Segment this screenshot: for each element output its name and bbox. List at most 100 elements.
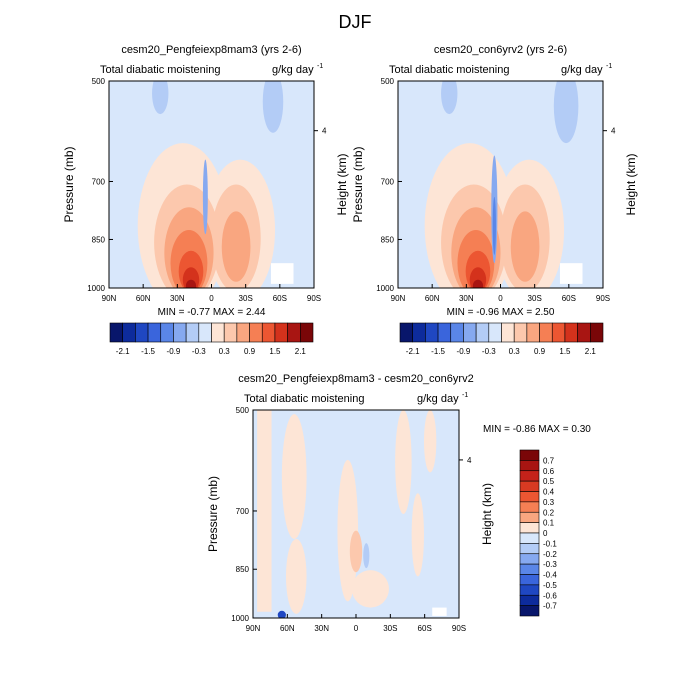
field-region — [472, 279, 484, 288]
field-region — [270, 263, 294, 284]
y-tick-label: 500 — [92, 77, 106, 86]
field-region — [152, 81, 169, 115]
min-max-stats: MIN = -0.77 MAX = 2.44 — [158, 307, 266, 318]
colorbar-label: 0.9 — [244, 347, 256, 356]
field-region — [363, 543, 370, 569]
colorbar-swatch — [261, 322, 276, 343]
colorbar-swatch — [519, 543, 540, 555]
x-tick-label: 60S — [273, 294, 287, 303]
y-axis-title: Pressure (mb) — [62, 146, 76, 222]
colorbar-swatch — [519, 511, 540, 523]
colorbar-swatch — [450, 322, 464, 343]
y-tick-label: 700 — [92, 177, 106, 186]
colorbar-swatch — [519, 522, 540, 534]
colorbar: 0.70.60.50.40.30.20.10-0.1-0.2-0.3-0.4-0… — [519, 449, 557, 617]
units-exponent: -1 — [317, 63, 323, 70]
colorbar-swatch — [399, 322, 413, 343]
height-tick-label: 4 — [467, 456, 472, 465]
panel-title: cesm20_Pengfeiexp8mam3 - cesm20_con6yrv2 — [238, 373, 473, 385]
colorbar-swatch — [519, 480, 540, 492]
x-tick-label: 30N — [459, 294, 474, 303]
x-tick-label: 90N — [391, 294, 406, 303]
field-shading — [109, 81, 314, 288]
colorbar-swatch — [198, 322, 212, 343]
colorbar: -2.1 -1.5 -0.9 -0.3 0.3 0.9 1.5 2.1 — [399, 322, 604, 356]
colorbar-swatch — [463, 322, 477, 343]
colorbar-swatch — [425, 322, 439, 343]
y-tick-label: 500 — [381, 77, 395, 86]
units-label: g/kg day — [272, 64, 314, 76]
field-region — [432, 607, 447, 616]
y-tick-label: 700 — [236, 507, 250, 516]
right-axis-title: Height (km) — [335, 153, 349, 215]
colorbar-label: -0.3 — [482, 347, 496, 356]
field-region — [277, 610, 286, 618]
colorbar-label: 2.1 — [585, 347, 597, 356]
x-tick-label: 60N — [425, 294, 440, 303]
colorbar-label: -2.1 — [116, 347, 130, 356]
min-max-stats: MIN = -0.96 MAX = 2.50 — [447, 307, 555, 318]
field-shading — [398, 81, 603, 288]
colorbar-swatch — [513, 322, 528, 343]
field-region — [262, 81, 284, 133]
colorbar-label: -2.1 — [406, 347, 420, 356]
x-tick-label: 0 — [354, 624, 359, 633]
field-label: Total diabatic moistening — [244, 393, 364, 405]
units-exponent: -1 — [606, 63, 612, 70]
colorbar-swatch — [412, 322, 426, 343]
colorbar-swatch — [564, 322, 578, 343]
units-exponent: -1 — [462, 392, 468, 399]
colorbar-swatch — [519, 584, 540, 596]
field-label: Total diabatic moistening — [389, 64, 509, 76]
colorbar-label: -0.3 — [192, 347, 206, 356]
colorbar-swatch — [577, 322, 591, 343]
x-tick-label: 30S — [528, 294, 542, 303]
x-tick-label: 60S — [562, 294, 576, 303]
colorbar-label: -1.5 — [431, 347, 445, 356]
colorbar-label: 1.5 — [269, 347, 281, 356]
colorbar-label: 0.1 — [543, 519, 555, 528]
height-tick-label: 4 — [611, 127, 616, 136]
colorbar-swatch — [223, 322, 238, 343]
colorbar-label: 1.5 — [559, 347, 571, 356]
colorbar-swatch — [519, 574, 540, 586]
colorbar-label: 0.3 — [219, 347, 231, 356]
colorbar-swatch — [211, 322, 225, 343]
colorbar-swatch — [135, 322, 149, 343]
colorbar-label: 0.2 — [543, 508, 555, 517]
colorbar-swatch — [519, 491, 540, 503]
y-tick-label: 850 — [381, 235, 395, 244]
colorbar-label: -0.1 — [543, 539, 557, 548]
colorbar-swatch — [274, 322, 288, 343]
colorbar-label: -0.3 — [543, 560, 557, 569]
colorbar-label: 2.1 — [295, 347, 307, 356]
colorbar-swatch — [519, 501, 540, 513]
x-tick-label: 90S — [452, 624, 466, 633]
colorbar-label: 0.3 — [509, 347, 521, 356]
x-tick-label: 30S — [383, 624, 397, 633]
colorbar-label: 0.3 — [543, 498, 555, 507]
units-label: g/kg day — [417, 393, 459, 405]
colorbar-swatch — [590, 322, 604, 343]
colorbar-swatch — [501, 322, 515, 343]
field-region — [285, 538, 307, 614]
colorbar-swatch — [519, 563, 540, 575]
colorbar-swatch — [539, 322, 553, 343]
colorbar-label: 0.9 — [534, 347, 546, 356]
y-tick-label: 1000 — [231, 614, 249, 623]
field-region — [281, 414, 307, 539]
colorbar-label: 0.5 — [543, 477, 555, 486]
y-tick-label: 700 — [381, 177, 395, 186]
units-label: g/kg day — [561, 64, 603, 76]
colorbar-swatch — [109, 322, 123, 343]
colorbar-label: 0.4 — [543, 488, 555, 497]
field-region — [492, 196, 496, 255]
colorbar-swatch — [122, 322, 136, 343]
field-region — [423, 410, 437, 473]
min-max-stats: MIN = -0.86 MAX = 0.30 — [483, 424, 591, 435]
colorbar-swatch — [526, 322, 540, 343]
colorbar-swatch — [519, 460, 540, 472]
colorbar-swatch — [519, 470, 540, 482]
colorbar-label: -0.5 — [543, 581, 557, 590]
colorbar-swatch — [249, 322, 263, 343]
